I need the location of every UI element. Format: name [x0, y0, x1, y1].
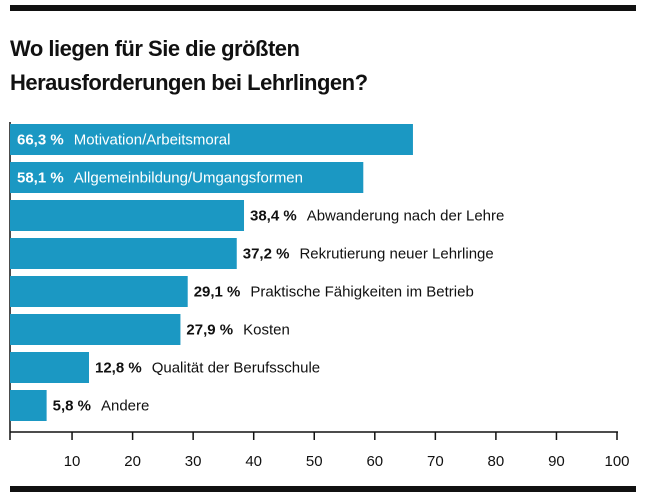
category-label: Andere — [101, 397, 149, 414]
value-label: 29,1 % — [194, 283, 241, 300]
bar — [10, 200, 245, 231]
value-label: 27,9 % — [186, 321, 233, 338]
x-tick-label: 20 — [124, 453, 141, 470]
x-tick-label: 60 — [366, 453, 383, 470]
category-label: Kosten — [243, 321, 290, 338]
category-label: Motivation/Arbeitsmoral — [74, 131, 231, 148]
x-tick-label: 30 — [185, 453, 202, 470]
bar — [10, 124, 413, 155]
value-label: 58,1 % — [17, 169, 64, 186]
x-tick-label: 40 — [245, 453, 262, 470]
value-label: 38,4 % — [250, 207, 297, 224]
title-line: Herausforderungen bei Lehrlingen? — [10, 70, 368, 95]
x-tick-label: 70 — [427, 453, 444, 470]
bar — [10, 276, 188, 307]
value-label: 37,2 % — [243, 245, 290, 262]
value-label: 12,8 % — [95, 359, 142, 376]
value-label: 5,8 % — [53, 397, 91, 414]
category-label: Abwanderung nach der Lehre — [307, 207, 505, 224]
x-tick-label: 90 — [548, 453, 565, 470]
bottom-rule — [10, 486, 636, 492]
bar — [10, 238, 237, 269]
x-tick-label: 80 — [488, 453, 505, 470]
category-label: Qualität der Berufsschule — [152, 359, 320, 376]
x-tick-label: 10 — [64, 453, 81, 470]
value-label: 66,3 % — [17, 131, 64, 148]
chart-title: Wo liegen für Sie die größten Herausforde… — [10, 36, 368, 95]
category-label: Rekrutierung neuer Lehrlinge — [299, 245, 493, 262]
bar — [10, 352, 90, 383]
top-rule — [10, 5, 636, 11]
title-line: Wo liegen für Sie die größten — [10, 36, 300, 61]
bar — [10, 314, 181, 345]
bar — [10, 162, 364, 193]
category-label: Allgemeinbildung/Umgangsformen — [74, 169, 303, 186]
x-tick-label: 50 — [306, 453, 323, 470]
category-label: Praktische Fähigkeiten im Betrieb — [250, 283, 473, 300]
bar — [10, 390, 47, 421]
x-tick-label: 100 — [604, 453, 629, 470]
